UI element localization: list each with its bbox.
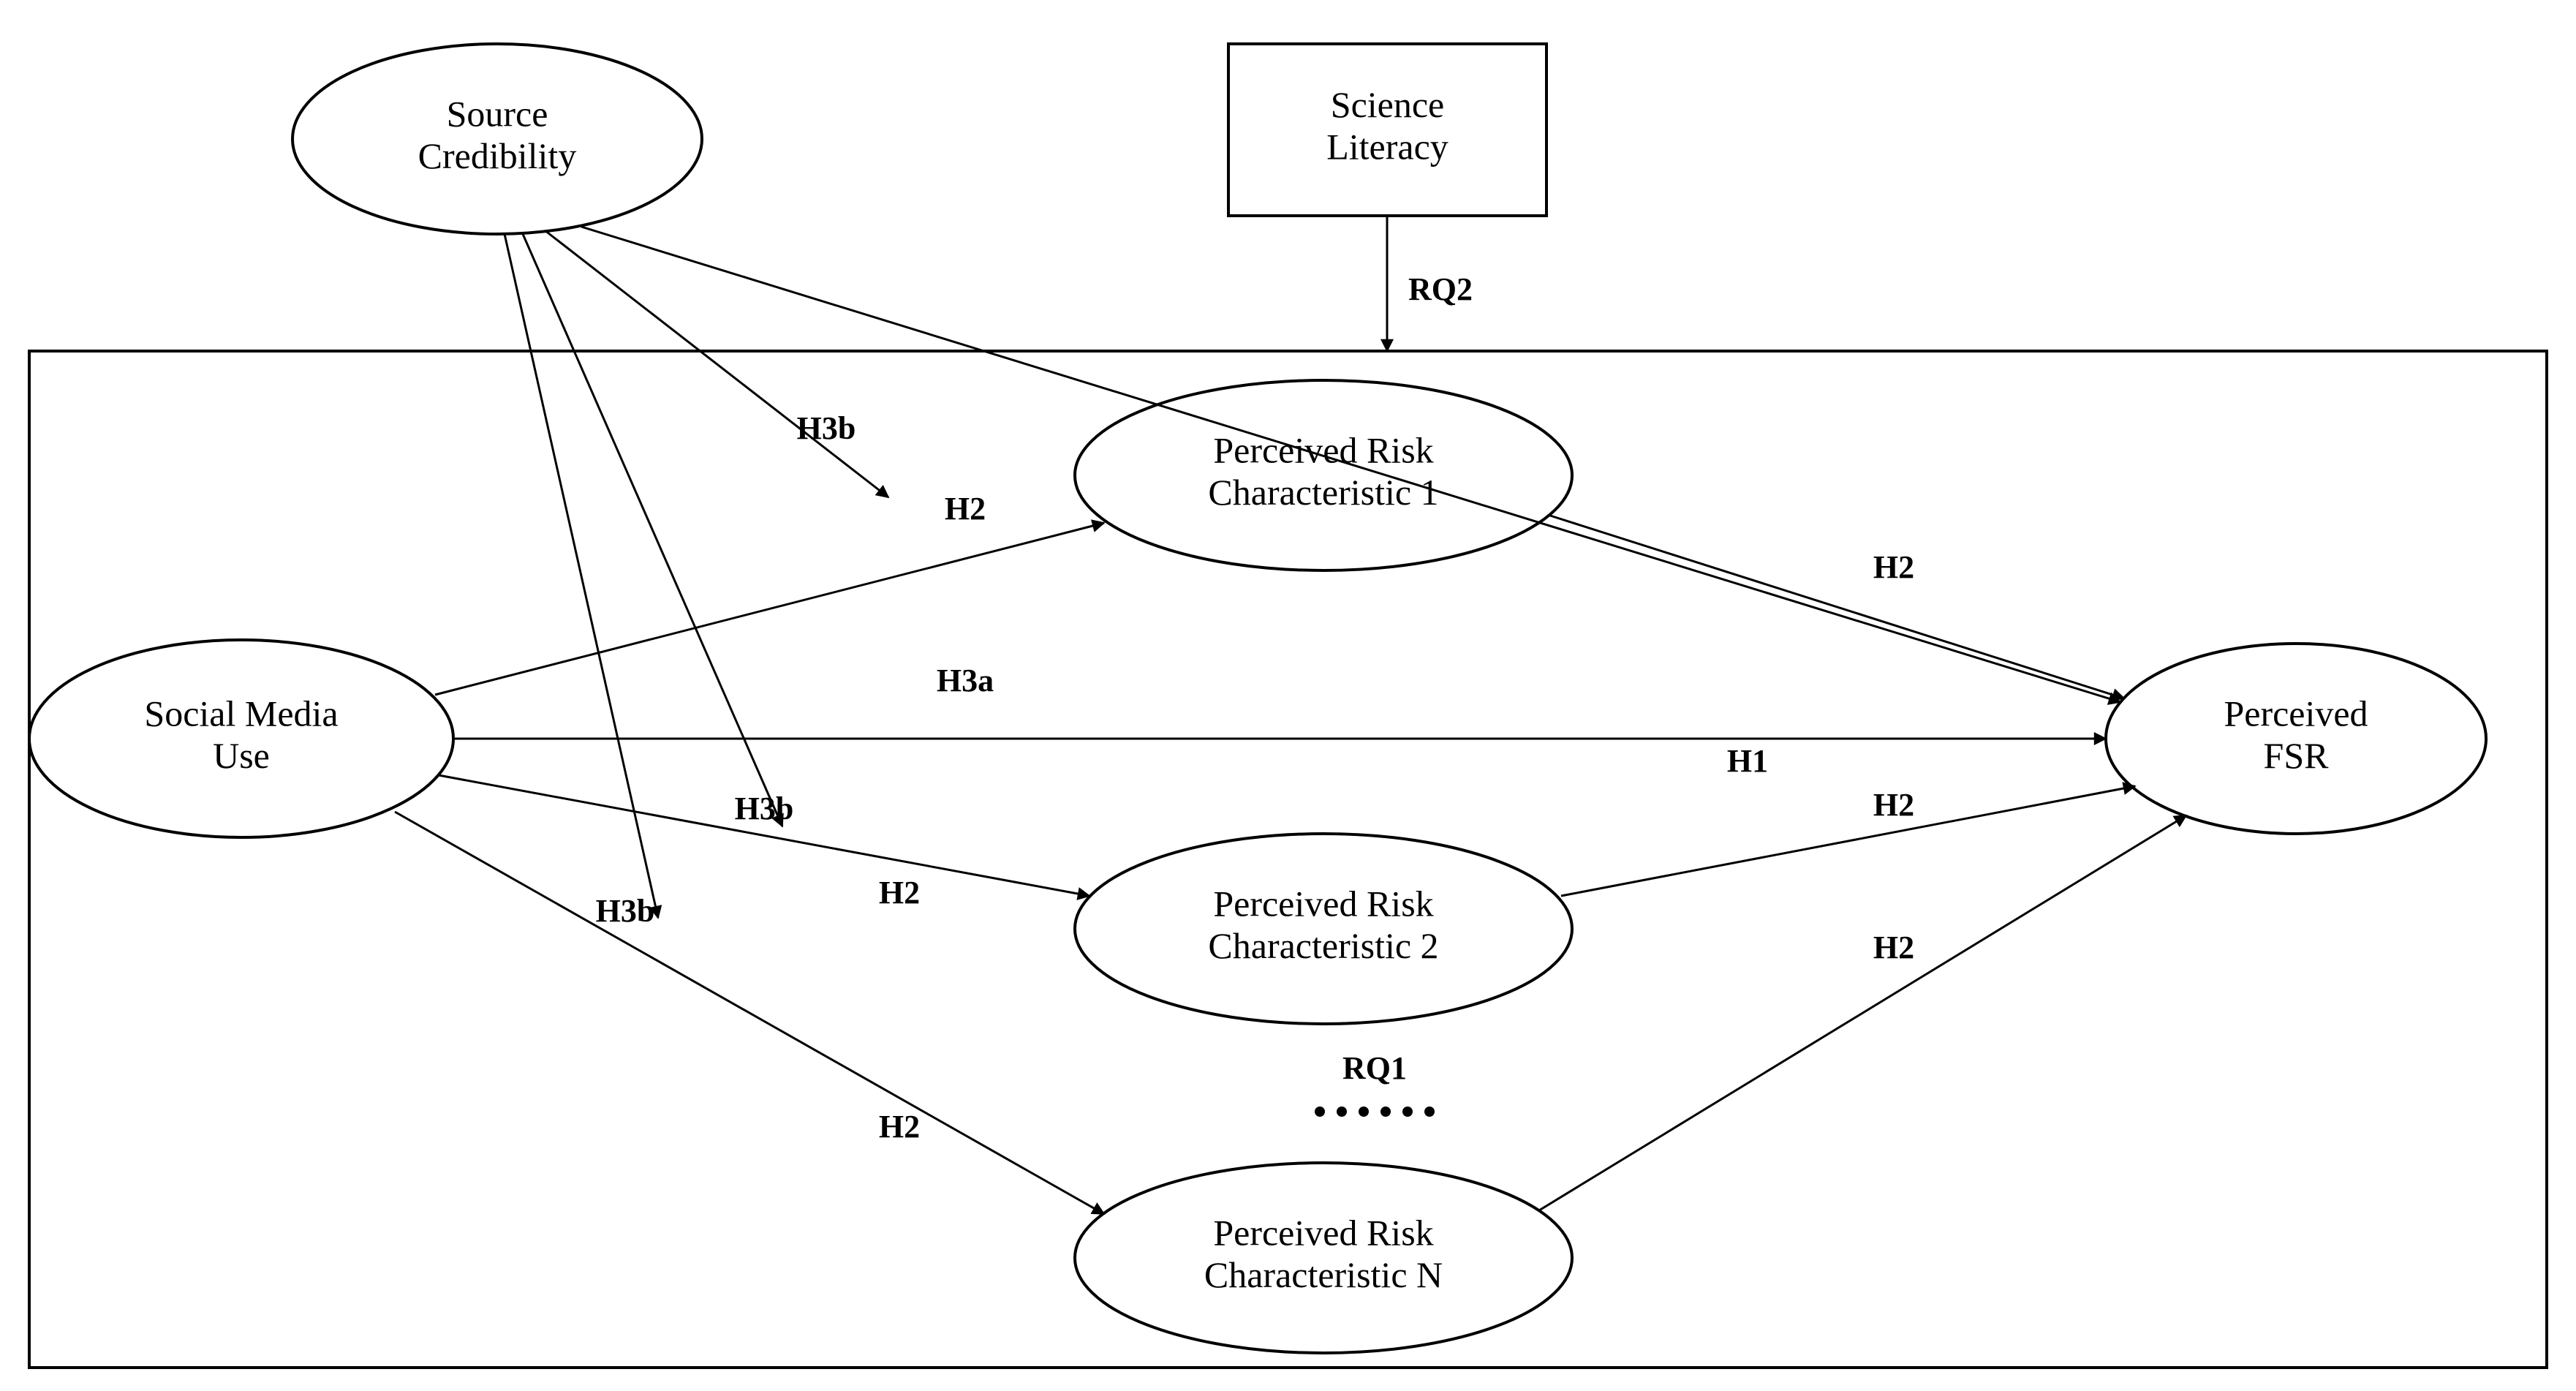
ellipsis-dot [1315,1107,1325,1117]
prcN-label-line-0: Perceived Risk [1213,1213,1433,1254]
edge-label-9: H2 [1873,549,1914,585]
social_media_use-label-line-1: Use [213,735,270,776]
science_literacy-label-line-0: Science [1331,84,1444,125]
node-perceived_fsr: PerceivedFSR [2106,644,2486,834]
rq1-label: RQ1 [1342,1050,1407,1086]
edge-label-7: H2 [879,875,920,911]
edge-label-11: H2 [1873,930,1914,965]
edge-label-5: H1 [1727,743,1768,779]
prc1-label-line-1: Characteristic 1 [1208,472,1438,513]
edge-label-2: H3b [797,410,856,446]
ellipsis-dot [1359,1107,1369,1117]
node-science_literacy: ScienceLiteracy [1228,44,1546,216]
ellipsis-dot [1402,1107,1413,1117]
edges-group: RQ2 H3a H3b H3b H3b H1 H2 H2 H2 H2 H2 H2 [395,216,2186,1214]
edge-label-6: H2 [945,491,986,527]
rq1-indicator: RQ1 [1315,1050,1435,1117]
edge-prc1-perceived_fsr [1550,516,2124,698]
nodes-group: SourceCredibility ScienceLiteracy Social M… [29,44,2486,1353]
edge-prcN-perceived_fsr [1539,815,2186,1210]
prc2-label-line-0: Perceived Risk [1213,883,1433,924]
edge-prc2-perceived_fsr [1561,786,2135,896]
source_credibility-label-line-1: Credibility [418,135,577,176]
edge-label-8: H2 [879,1109,920,1145]
ellipsis-dot [1380,1107,1391,1117]
edge-source_credibility-prcN_path [505,234,658,918]
edge-label-1: H3a [937,663,994,698]
edge-social_media_use-prc1 [435,523,1104,695]
prc1-label-line-0: Perceived Risk [1213,430,1433,471]
ellipsis-dot [1337,1107,1347,1117]
node-prc1: Perceived RiskCharacteristic 1 [1075,380,1572,570]
edge-label-0: RQ2 [1408,271,1473,307]
node-prc2: Perceived RiskCharacteristic 2 [1075,834,1572,1024]
prc2-label-line-1: Characteristic 2 [1208,925,1438,966]
perceived_fsr-label-line-1: FSR [2264,735,2330,776]
social_media_use-label-line-0: Social Media [144,693,338,734]
edge-label-4: H3b [596,893,655,929]
conceptual-model-diagram: RQ2H3aH3bH3bH3bH1H2H2H2H2H2H2RQ1SourceCr… [0,0,2576,1391]
science_literacy-label-line-1: Literacy [1326,127,1448,167]
prcN-label-line-1: Characteristic N [1204,1254,1443,1295]
node-social_media_use: Social MediaUse [29,640,453,837]
perceived_fsr-label-line-0: Perceived [2224,693,2368,734]
source_credibility-label-line-0: Source [447,94,548,135]
edge-label-3: H3b [735,791,794,826]
node-source_credibility: SourceCredibility [292,44,702,234]
edge-social_media_use-prcN [395,812,1104,1214]
edge-label-10: H2 [1873,787,1914,823]
node-prcN: Perceived RiskCharacteristic N [1075,1163,1572,1353]
edge-source_credibility-prc1_path [545,230,888,497]
ellipsis-dot [1424,1107,1435,1117]
